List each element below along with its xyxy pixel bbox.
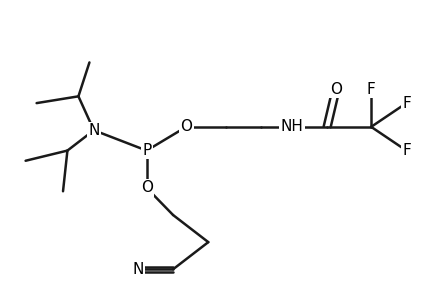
Text: O: O <box>330 82 342 97</box>
Text: F: F <box>402 143 411 158</box>
Text: N: N <box>132 262 144 277</box>
Text: F: F <box>367 82 376 97</box>
Text: F: F <box>402 96 411 111</box>
Text: O: O <box>141 180 153 195</box>
Text: P: P <box>142 143 152 158</box>
Text: O: O <box>180 119 192 134</box>
Text: N: N <box>88 123 100 138</box>
Text: NH: NH <box>280 119 303 134</box>
